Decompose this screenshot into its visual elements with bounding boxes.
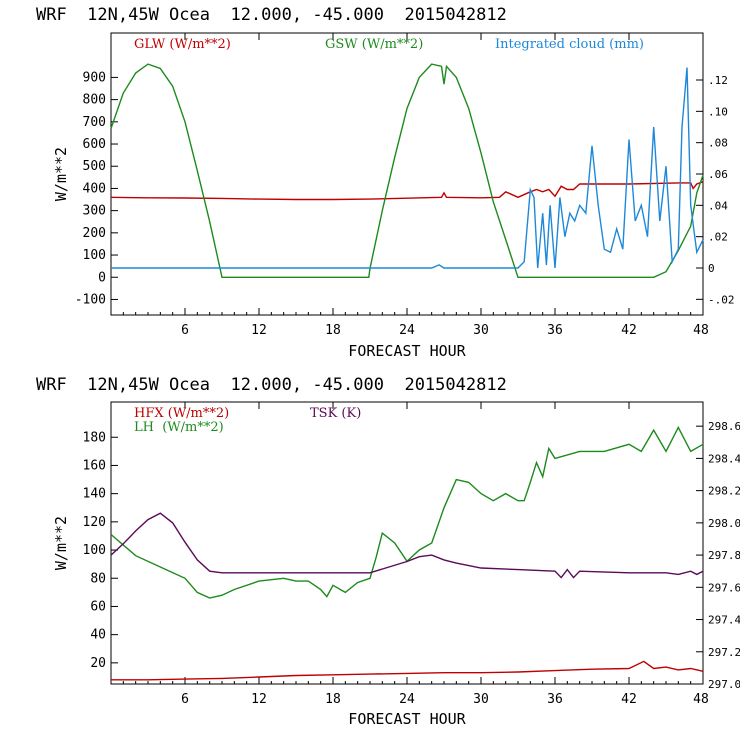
series-line-lh [110,425,704,599]
y2-tick-label: 297.0 [708,678,740,691]
x-tick-label: 42 [621,692,637,707]
y2-tick-label: 298.6 [708,420,740,433]
y2-tick-label: .02 [708,231,728,244]
legend-lh: LH (W/m**2) [134,420,224,435]
series-line-glw [110,181,704,201]
y-tick-label: 180 [83,430,106,445]
x-tick-label: 36 [547,692,563,707]
chart-bottom: WRF 12N,45W Ocea 12.000, -45.000 2015042… [36,375,740,728]
y2-tick-label: 298.2 [708,485,740,498]
x-tick-label: 6 [181,323,189,338]
x-tick-label: 30 [473,323,489,338]
chart-top-right-axis: -.02 0 .02 .04 .06 .08 .10 .12 [696,74,735,306]
chart-bottom-x-axis: 6 12 18 24 30 36 42 48 [122,402,709,707]
series-line-hfx [111,660,704,681]
chart-top-series [110,63,704,278]
chart-bottom-ylabel: W/m**2 [52,516,70,570]
chart-bottom-header: WRF 12N,45W Ocea 12.000, -45.000 2015042… [36,375,507,395]
y2-tick-label: 297.2 [708,646,740,659]
series-line-gsw [110,63,704,278]
y-tick-label: 120 [83,515,106,530]
x-tick-label: 24 [399,323,415,338]
x-tick-label: 18 [325,692,341,707]
chart-bottom-xlabel: FORECAST HOUR [348,710,466,728]
x-tick-label: 6 [181,692,189,707]
x-tick-label: 48 [693,323,709,338]
chart-bottom-right-axis: 297.0 297.2 297.4 297.6 297.8 298.0 298.2 298.4… [696,420,740,691]
chart-bottom-y-axis: 20 40 60 80 100 120 140 160 180 [83,430,118,671]
x-tick-label: 48 [693,692,709,707]
series-line-tsk [110,512,704,579]
y2-tick-label: -.02 [708,293,735,306]
y2-tick-label: .06 [708,168,728,181]
legend-glw: GLW (W/m**2) [134,37,231,52]
y-tick-label: 100 [83,248,106,263]
y-tick-label: 700 [83,115,106,130]
chart-top-ylabel: W/m**2 [52,147,70,201]
chart-top: WRF 12N,45W Ocea 12.000, -45.000 2015042… [36,5,735,360]
y-tick-label: 80 [90,571,106,586]
x-tick-label: 42 [621,323,637,338]
y2-tick-label: .08 [708,137,728,150]
legend-integrated-cloud: Integrated cloud (mm) [495,37,644,52]
series-line-integrated-cloud [111,67,704,269]
chart-bottom-frame [110,401,704,685]
y-tick-label: 100 [83,543,106,558]
y2-tick-label: 0 [708,262,715,275]
x-tick-label: 12 [251,323,267,338]
legend-tsk: TSK (K) [310,406,361,421]
x-tick-label: 24 [399,692,415,707]
y-tick-label: 60 [90,599,106,614]
y-tick-label: 0 [98,270,106,285]
y2-tick-label: 298.4 [708,452,740,465]
y-tick-label: 500 [83,159,106,174]
y-tick-label: 900 [83,70,106,85]
y2-tick-label: 297.8 [708,549,740,562]
y2-tick-label: .12 [708,74,728,87]
y2-tick-label: 298.0 [708,517,740,530]
x-tick-label: 18 [325,323,341,338]
y-tick-label: 140 [83,487,106,502]
y2-tick-label: .04 [708,199,728,212]
y-tick-label: 600 [83,137,106,152]
y-tick-label: 200 [83,226,106,241]
y-tick-label: 40 [90,628,106,643]
y2-tick-label: 297.6 [708,581,740,594]
x-tick-label: 12 [251,692,267,707]
y2-tick-label: .10 [708,105,728,118]
x-tick-label: 36 [547,323,563,338]
chart-bottom-series [110,425,704,681]
x-tick-label: 30 [473,692,489,707]
chart-top-x-axis: 6 12 18 24 30 36 42 48 [122,33,709,338]
y-tick-label: 400 [83,181,106,196]
chart-top-y-axis: -100 0 100 200 300 400 500 600 700 800 900 [75,70,118,307]
legend-gsw: GSW (W/m**2) [325,37,423,52]
y-tick-label: -100 [75,292,106,307]
y2-tick-label: 297.4 [708,614,740,627]
y-tick-label: 160 [83,458,106,473]
y-tick-label: 20 [90,656,106,671]
chart-top-xlabel: FORECAST HOUR [348,342,466,360]
chart-top-header: WRF 12N,45W Ocea 12.000, -45.000 2015042… [36,5,507,25]
y-tick-label: 800 [83,93,106,108]
y-tick-label: 300 [83,204,106,219]
legend-hfx: HFX (W/m**2) [134,406,229,421]
chart-top-frame [110,32,704,316]
